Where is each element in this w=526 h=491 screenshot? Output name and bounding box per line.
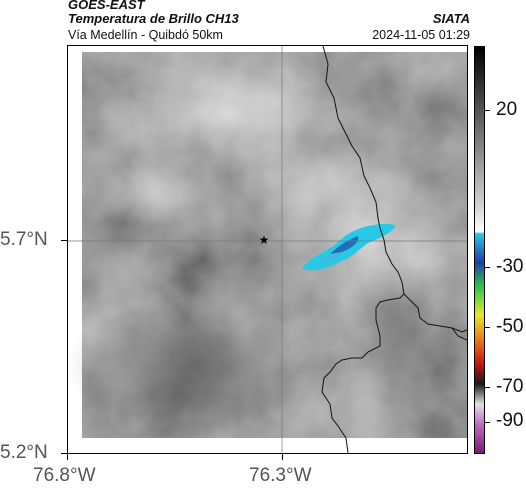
y-tick-label: 5.2°N: [0, 442, 48, 463]
x-tick-label: 76.8°W: [33, 465, 96, 486]
satellite-title: GOES-EAST: [68, 0, 145, 12]
gridlines: [68, 46, 467, 453]
colorbar-tick-label: -70: [496, 376, 524, 397]
x-tick-label: 76.3°W: [249, 465, 312, 486]
colorbar-tick-label: -90: [496, 410, 524, 431]
colorbar-tick-label: -30: [496, 256, 524, 277]
department-boundary-east-b: [451, 327, 468, 341]
cold-cloud-top: [302, 223, 396, 271]
colorbar-tickmark: [485, 387, 490, 388]
location-star-icon: ★: [259, 233, 270, 247]
colorbar-tickmark: [485, 327, 490, 328]
x-tickmark: [282, 454, 283, 460]
y-tick-label: 5.7°N: [0, 229, 48, 250]
timestamp-label: 2024-11-05 01:29: [372, 28, 470, 42]
satellite-map[interactable]: ★: [67, 45, 468, 454]
colorbar: [474, 46, 485, 454]
colorbar-tickmark: [485, 110, 490, 111]
road-subtitle: Vía Medellín - Quibdó 50km: [68, 28, 223, 42]
colorbar-tick-label: -50: [496, 316, 524, 337]
colorbar-tick-label: 20: [496, 99, 518, 120]
colorbar-tickmark: [485, 422, 490, 423]
colorbar-tickmark: [485, 267, 490, 268]
department-boundary-east: [403, 293, 468, 333]
y-tickmark: [61, 453, 67, 454]
y-tickmark: [61, 240, 67, 241]
source-label: SIATA: [432, 11, 470, 26]
x-tickmark: [67, 454, 68, 460]
department-boundary: [321, 45, 405, 454]
brightness-temperature-image: ★: [68, 45, 468, 454]
product-title: Temperatura de Brillo CH13: [68, 11, 239, 26]
